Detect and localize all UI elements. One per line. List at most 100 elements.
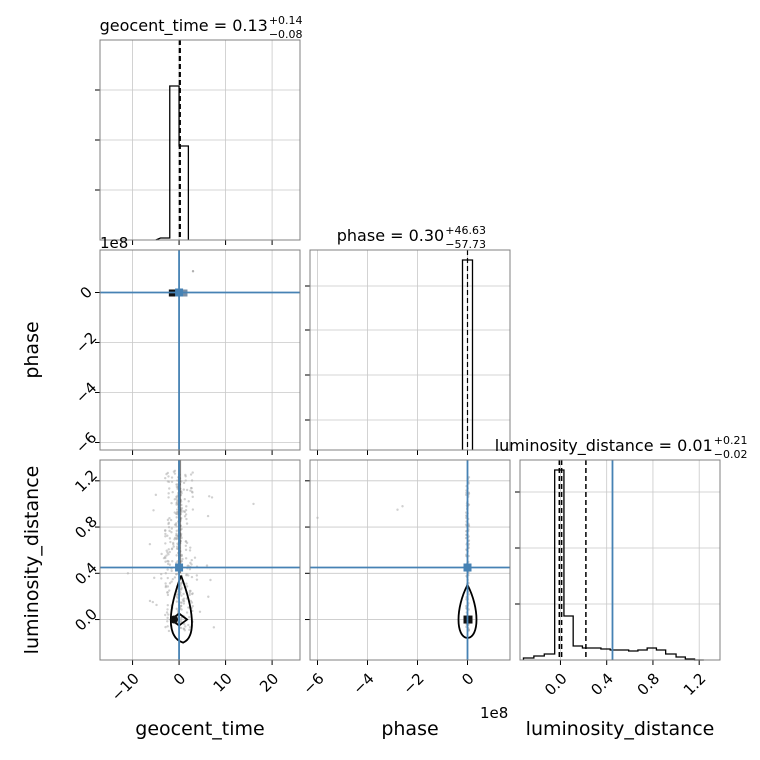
hist-geocent-time-steps: [155, 85, 190, 241]
panel-luminosity-distance-vs-geocent-time-point-357: [175, 545, 179, 548]
xtick-label-luminosity-distance-0: 0.0: [541, 670, 571, 700]
panel-luminosity-distance-vs-geocent-time-point-62: [184, 548, 188, 552]
panel-luminosity-distance-vs-geocent-time-point-37: [187, 623, 190, 627]
title-phase-minus: −57.73: [445, 238, 486, 251]
panel-luminosity-distance-vs-geocent-time-point-360: [175, 595, 179, 598]
panel-luminosity-distance-vs-geocent-time-point-198: [198, 610, 202, 613]
panel-luminosity-distance-vs-geocent-time-point-184: [187, 564, 190, 567]
panel-luminosity-distance-vs-geocent-time-point-4: [188, 549, 192, 552]
panel-luminosity-distance-vs-geocent-time-point-173: [184, 508, 188, 512]
panel-luminosity-distance-vs-geocent-time-point-196: [185, 522, 189, 525]
panel-luminosity-distance-vs-geocent-time-point-258: [160, 552, 163, 556]
panel-luminosity-distance-vs-geocent-time-point-47: [184, 479, 187, 482]
panel-luminosity-distance-vs-geocent-time-point-85: [190, 563, 193, 566]
panel-luminosity-distance-vs-geocent-time-point-362: [176, 495, 179, 498]
panel-luminosity-distance-vs-geocent-time-point-170: [185, 574, 188, 577]
title-luminosity-distance-minus: −0.02: [714, 448, 748, 461]
xtick-label-geocent-time-3: 20: [256, 670, 282, 696]
panel-luminosity-distance-vs-geocent-time-point-325: [180, 601, 183, 604]
panel-phase-vs-geocent-time-outlier: [191, 270, 195, 273]
panel-luminosity-distance-vs-geocent-time-point-9: [169, 540, 172, 544]
xtick-label-luminosity-distance-3: 1.2: [680, 670, 710, 700]
panel-luminosity-distance-vs-geocent-time-point-254: [166, 593, 170, 597]
panel-luminosity-distance-vs-geocent-time-point-175: [185, 611, 189, 614]
ytick-label-luminosity-distance-1: 0.4: [71, 559, 101, 589]
panel-luminosity-distance-vs-geocent-time-point-344: [180, 594, 183, 597]
panel-luminosity-distance-vs-geocent-time-point-302: [179, 619, 183, 622]
panel-luminosity-distance-vs-geocent-time-point-261: [175, 529, 178, 533]
panel-luminosity-distance-vs-geocent-time-point-381: [126, 572, 130, 575]
panel-luminosity-distance-vs-geocent-time-point-358: [180, 581, 183, 584]
panel-luminosity-distance-vs-geocent-time-point-133: [193, 556, 197, 559]
panel-luminosity-distance-vs-geocent-time-point-49: [168, 487, 171, 490]
panel-luminosity-distance-vs-geocent-time-point-359: [175, 600, 179, 603]
panel-luminosity-distance-vs-geocent-time-point-123: [153, 576, 156, 580]
panel-luminosity-distance-vs-geocent-time-point-233: [168, 563, 172, 566]
panel-luminosity-distance-vs-geocent-time-point-237: [164, 625, 167, 629]
panel-luminosity-distance-vs-geocent-time-point-177: [168, 589, 171, 592]
panel-luminosity-distance-vs-geocent-time-point-135: [162, 556, 166, 560]
panel-luminosity-distance-vs-geocent-time-point-50: [148, 599, 152, 603]
panel-luminosity-distance-vs-geocent-time-point-72: [187, 574, 190, 577]
panel-luminosity-distance-vs-geocent-time-point-78: [205, 564, 209, 567]
panel-luminosity-distance-vs-geocent-time-point-218: [166, 585, 170, 588]
panel-phase-vs-geocent-time-truth-marker: [175, 288, 184, 297]
panel-luminosity-distance-vs-geocent-time-point-165: [168, 582, 172, 585]
panel-luminosity-distance-vs-geocent-time-point-219: [189, 473, 193, 476]
panel-luminosity-distance-vs-geocent-time-point-152: [152, 509, 155, 512]
title-luminosity-distance-main: luminosity_distance = 0.01: [495, 436, 713, 456]
panel-luminosity-distance-vs-geocent-time-point-36: [182, 592, 185, 596]
panel-luminosity-distance-vs-geocent-time-point-119: [160, 577, 163, 580]
panel-luminosity-distance-vs-geocent-time-point-80: [167, 492, 170, 495]
panel-luminosity-distance-vs-geocent-time-point-322: [175, 534, 179, 537]
panel-luminosity-distance-vs-geocent-time-point-150: [170, 527, 174, 530]
panel-luminosity-distance-vs-geocent-time-point-235: [207, 495, 211, 498]
panel-luminosity-distance-vs-geocent-time-point-224: [167, 526, 171, 529]
panel-luminosity-distance-vs-geocent-time-point-167: [170, 480, 174, 483]
panel-luminosity-distance-vs-geocent-time-frame: [99, 459, 301, 661]
panel-luminosity-distance-vs-geocent-time-point-246: [164, 585, 168, 589]
panel-luminosity-distance-vs-geocent-time-point-369: [180, 553, 183, 557]
panel-luminosity-distance-vs-geocent-time-point-193: [183, 629, 187, 632]
panel-luminosity-distance-vs-geocent-time-point-300: [180, 559, 184, 563]
panel-luminosity-distance-vs-geocent-time-point-101: [159, 572, 163, 576]
panel-luminosity-distance-vs-geocent-time-point-374: [175, 607, 178, 611]
panel-luminosity-distance-vs-geocent-time-point-194: [166, 471, 169, 475]
panel-luminosity-distance-vs-geocent-time-point-230: [166, 480, 170, 483]
hist-phase-frame: [309, 249, 511, 451]
panel-luminosity-distance-vs-geocent-time-point-138: [164, 560, 167, 563]
title-geocent-time-main: geocent_time = 0.13: [100, 16, 268, 36]
panel-luminosity-distance-vs-geocent-time-point-149: [170, 476, 174, 479]
panel-luminosity-distance-vs-geocent-time-point-156: [170, 531, 173, 534]
xtick-label-phase-1: −4: [349, 670, 377, 698]
panel-luminosity-distance-vs-geocent-time-point-75: [170, 547, 174, 550]
panel-luminosity-distance-vs-geocent-time-point-291: [175, 547, 179, 550]
ytick-label-phase-1: −4: [72, 378, 100, 406]
panel-luminosity-distance-vs-geocent-time-point-213: [165, 611, 169, 614]
panel-luminosity-distance-vs-geocent-time-point-221: [195, 574, 199, 577]
panel-luminosity-distance-vs-geocent-time-point-34: [188, 625, 192, 629]
panel-luminosity-distance-vs-geocent-time-point-77: [184, 540, 188, 543]
panel-luminosity-distance-vs-geocent-time-point-197: [207, 595, 210, 598]
panel-luminosity-distance-vs-geocent-time-point-164: [190, 592, 194, 596]
xtick-label-phase-0: −6: [299, 670, 327, 698]
title-geocent-time-minus: −0.08: [269, 28, 303, 41]
ytick-label-luminosity-distance-3: 1.2: [71, 466, 101, 496]
panel-luminosity-distance-vs-geocent-time-point-35: [168, 516, 171, 520]
panel-luminosity-distance-vs-geocent-time-point-364: [176, 483, 179, 486]
ylabel-luminosity-distance: luminosity_distance: [21, 466, 43, 655]
panel-luminosity-distance-vs-geocent-time-point-367: [180, 586, 183, 590]
panel-luminosity-distance-vs-geocent-time-point-111: [182, 488, 186, 491]
panel-luminosity-distance-vs-geocent-time-point-201: [166, 603, 169, 607]
offset-text-phase-x: 1e8: [480, 704, 508, 722]
panel-luminosity-distance-vs-geocent-time-point-157: [167, 553, 170, 556]
panel-luminosity-distance-vs-geocent-time-point-124: [167, 613, 170, 616]
panel-luminosity-distance-vs-geocent-time-point-122: [166, 616, 169, 620]
panel-luminosity-distance-vs-geocent-time-point-171: [183, 498, 186, 501]
panel-luminosity-distance-vs-geocent-time-point-105: [172, 545, 175, 548]
xlabel-geocent-time: geocent_time: [135, 718, 264, 740]
xtick-label-geocent-time-1: 0: [170, 670, 189, 689]
panel-luminosity-distance-vs-geocent-time-point-250: [206, 514, 210, 518]
panel-luminosity-distance-vs-geocent-time-point-59: [191, 495, 194, 499]
